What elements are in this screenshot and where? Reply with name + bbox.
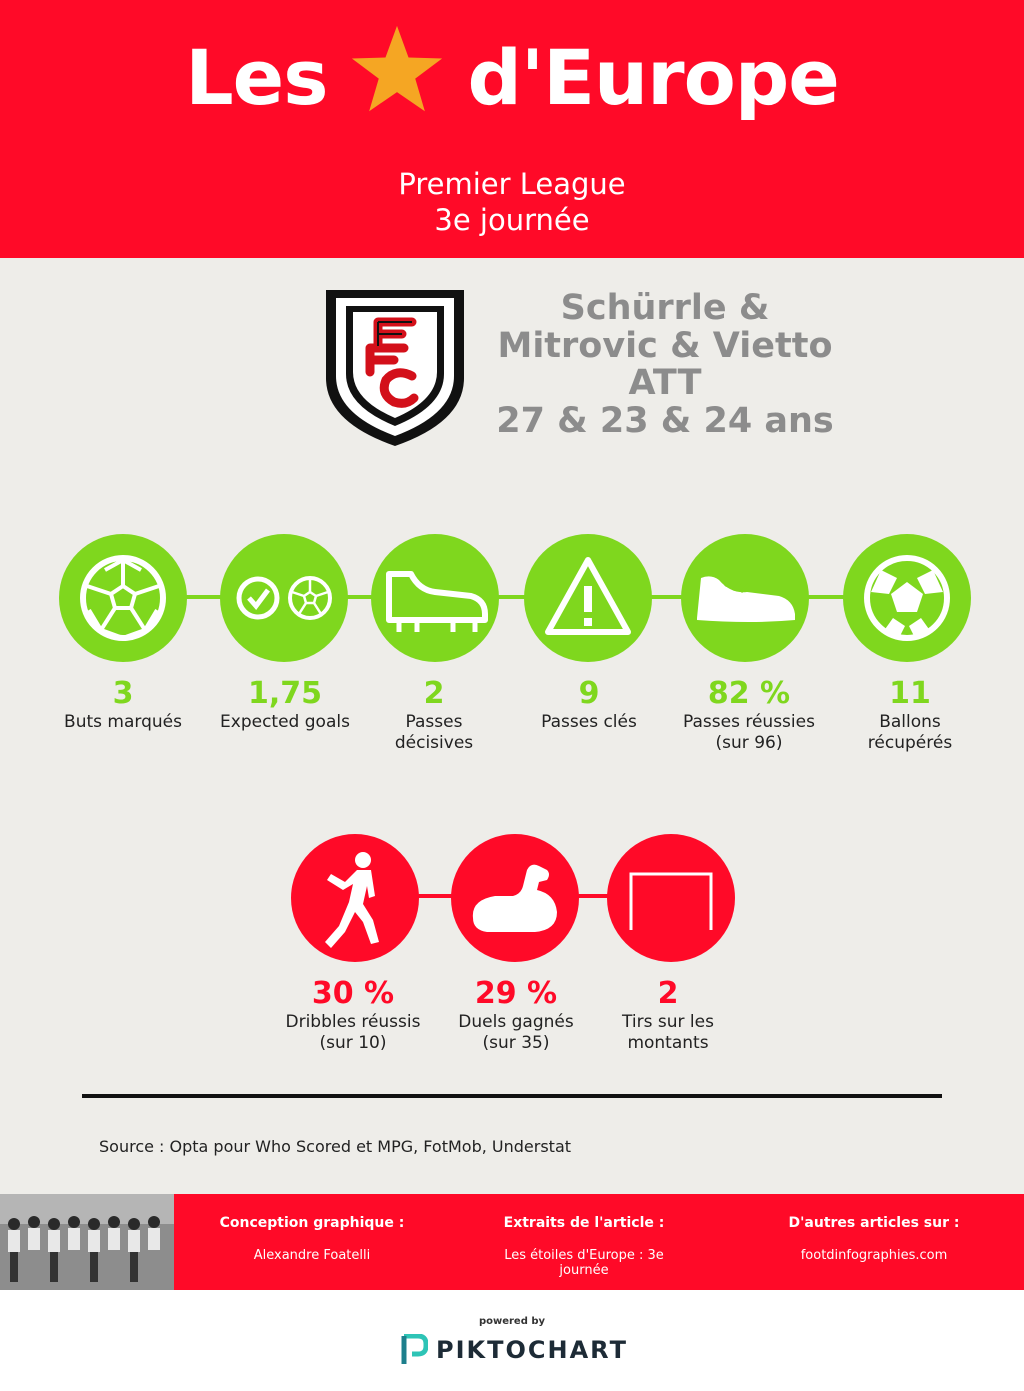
stat-label-2: décisives	[394, 733, 474, 753]
footer-heading: D'autres articles sur :	[788, 1215, 960, 1231]
page-subtitle: Premier League 3e journée	[0, 166, 1024, 238]
title-right: d'Europe	[467, 33, 839, 122]
footer-heading: Conception graphique :	[219, 1215, 405, 1231]
source-note: Source : Opta pour Who Scored et MPG, Fo…	[99, 1137, 572, 1156]
stat-label: Tirs sur les	[622, 1012, 714, 1032]
subtitle-league: Premier League	[398, 167, 626, 201]
stat-duels: 29 % Duels gagnés (sur 35)	[426, 976, 606, 1054]
footer-col-links: D'autres articles sur : footdinfographie…	[762, 1214, 986, 1263]
piktochart-brand[interactable]: PIKTOCHART	[400, 1333, 640, 1368]
stat-label-2: (sur 96)	[715, 733, 783, 753]
piktochart-name: PIKTOCHART	[436, 1336, 628, 1364]
goal-frame-icon	[607, 834, 735, 962]
stat-recoveries: 11 Ballons récupérés	[820, 676, 1000, 754]
stat-label: Dribbles réussis	[285, 1012, 421, 1032]
player-names-2: Mitrovic & Vietto	[497, 325, 833, 366]
stat-assists: 2 Passes décisives	[344, 676, 524, 754]
player-info: Schürrle & Mitrovic & Vietto ATT 27 & 23…	[460, 288, 870, 441]
stats-connector	[122, 595, 912, 599]
stat-pass-accuracy: 82 % Passes réussies (sur 96)	[659, 676, 839, 754]
divider	[82, 1094, 942, 1098]
header-banner	[0, 0, 1024, 258]
stat-label: Passes clés	[541, 712, 637, 732]
stat-value: 1,75	[247, 676, 323, 711]
stat-value: 3	[112, 676, 134, 711]
stat-value: 9	[578, 676, 600, 711]
stat-label-2: (sur 35)	[482, 1033, 550, 1053]
player-names-1: Schürrle &	[560, 288, 770, 328]
powered-by: powered by	[478, 1316, 546, 1327]
stat-label: Buts marqués	[64, 712, 182, 732]
stat-key-passes: 9 Passes clés	[499, 676, 679, 733]
stat-woodwork: 2 Tirs sur les montants	[578, 976, 758, 1054]
piktochart-logo-icon	[400, 1333, 429, 1366]
stat-label-2: montants	[627, 1033, 709, 1053]
dribbler-icon	[291, 834, 419, 962]
page-title: Les d'Europe	[0, 22, 1024, 128]
team-photo	[0, 1194, 174, 1290]
stat-label-2: (sur 10)	[319, 1033, 387, 1053]
footer-heading: Extraits de l'article :	[503, 1215, 665, 1231]
boot-icon	[371, 534, 499, 662]
stat-label: Passes réussies	[683, 712, 815, 732]
club-crest-icon	[322, 286, 468, 450]
football-icon	[59, 534, 187, 662]
stat-label: Ballons	[879, 712, 941, 732]
stat-value: 29 %	[474, 976, 558, 1011]
stat-xg: 1,75 Expected goals	[195, 676, 375, 733]
star-icon	[349, 22, 445, 118]
player-ages: 27 & 23 & 24 ans	[496, 400, 834, 441]
warning-icon	[524, 534, 652, 662]
main-panel	[0, 258, 1024, 1194]
stat-label: Duels gagnés	[458, 1012, 574, 1032]
footer-text: Alexandre Foatelli	[253, 1248, 371, 1263]
biceps-icon	[451, 834, 579, 962]
stat-label: Passes	[405, 712, 463, 732]
check-ball-icon	[220, 534, 348, 662]
subtitle-matchday: 3e journée	[434, 203, 590, 237]
stat-value: 82 %	[707, 676, 791, 711]
title-left: Les	[185, 33, 328, 122]
cleat-icon	[681, 534, 809, 662]
stat-value: 2	[423, 676, 445, 711]
stat-goals: 3 Buts marqués	[33, 676, 213, 733]
soccer-ball-icon	[843, 534, 971, 662]
stat-dribbles: 30 % Dribbles réussis (sur 10)	[263, 976, 443, 1054]
stat-label: Expected goals	[220, 712, 350, 732]
stat-label-2: récupérés	[867, 733, 953, 753]
player-position: ATT	[628, 363, 702, 403]
footer-link[interactable]: footdinfographies.com	[800, 1248, 948, 1263]
footer-text: Les étoiles d'Europe : 3e journée	[504, 1248, 664, 1278]
footer-col-article: Extraits de l'article : Les étoiles d'Eu…	[472, 1214, 696, 1278]
stat-value: 30 %	[311, 976, 395, 1011]
footer-col-design: Conception graphique : Alexandre Foatell…	[200, 1214, 424, 1263]
stat-value: 11	[889, 676, 931, 711]
stat-value: 2	[657, 976, 679, 1011]
